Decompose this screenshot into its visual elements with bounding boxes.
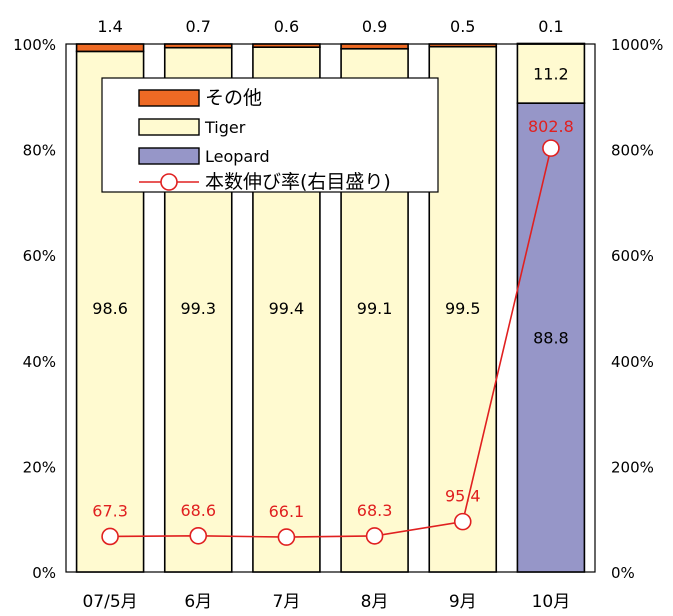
right-tick-label: 800%	[611, 142, 654, 160]
category-label: 8月	[361, 592, 389, 612]
category-label: 9月	[449, 592, 477, 612]
left-tick-label: 20%	[23, 458, 56, 476]
legend-label: その他	[205, 87, 262, 109]
bar-other	[340, 43, 409, 50]
bar-label-tiger: 11.2	[533, 65, 569, 84]
growth-rate-line: 67.3 68.6 66.1 68.3 95.4 802.8	[92, 117, 574, 546]
right-tick-label: 400%	[611, 353, 654, 371]
growth-point	[365, 527, 384, 545]
category-label: 7月	[273, 592, 301, 612]
bar-label-tiger: 99.5	[445, 299, 481, 318]
plot-frame	[65, 43, 596, 573]
bar-label-tiger: 99.4	[269, 299, 305, 318]
right-tick-label: 0%	[611, 564, 635, 582]
left-tick-label: 40%	[23, 353, 56, 371]
legend-label: Leopard	[205, 147, 270, 166]
bar-label-tiger: 99.1	[357, 299, 393, 318]
legend-swatch	[138, 89, 200, 107]
legend-label: Tiger	[204, 118, 246, 137]
legend: その他 Tiger Leopard 本数伸び率(右目盛り)	[101, 77, 439, 193]
top-label-other: 0.5	[450, 17, 475, 36]
top-label-other: 0.1	[538, 17, 563, 36]
top-other-labels: 1.4 0.7 0.6 0.9 0.5 0.1	[97, 17, 563, 36]
top-label-other: 0.7	[186, 17, 211, 36]
right-axis: 0% 200% 400% 600% 800% 1000%	[611, 36, 663, 582]
bar-other	[252, 43, 321, 48]
right-tick-label: 200%	[611, 458, 654, 476]
bar-tiger	[428, 45, 498, 573]
growth-point	[542, 139, 560, 157]
growth-point	[101, 527, 119, 546]
bar-other	[163, 43, 233, 49]
category-label: 07/5月	[82, 592, 137, 612]
left-tick-label: 60%	[23, 247, 56, 265]
growth-label: 802.8	[528, 117, 574, 136]
bar-label-tiger: 99.3	[180, 299, 216, 318]
category-label: 10月	[532, 592, 571, 612]
left-tick-label: 0%	[32, 564, 56, 582]
legend-marker	[160, 173, 178, 191]
legend-swatch	[138, 118, 200, 136]
left-tick-label: 80%	[23, 142, 56, 160]
top-label-other: 0.9	[362, 17, 387, 36]
growth-label: 95.4	[445, 487, 481, 506]
bar-other	[516, 42, 586, 45]
left-tick-label: 100%	[13, 36, 56, 54]
bar-other	[75, 43, 145, 53]
legend-label: 本数伸び率(右目盛り)	[205, 171, 391, 193]
growth-label: 68.6	[180, 501, 216, 520]
top-label-other: 1.4	[97, 17, 122, 36]
top-label-other: 0.6	[274, 17, 299, 36]
growth-point	[277, 528, 296, 546]
growth-line	[110, 147, 552, 538]
growth-label: 66.1	[269, 502, 305, 521]
right-tick-label: 1000%	[611, 36, 663, 54]
growth-point	[189, 526, 208, 545]
bar-leopard	[516, 102, 586, 573]
bar-label-tiger: 98.6	[92, 299, 128, 318]
growth-label: 67.3	[92, 501, 128, 520]
left-axis: 0% 20% 40% 60% 80% 100%	[13, 36, 56, 582]
growth-point	[453, 512, 472, 531]
category-label: 6月	[184, 592, 212, 612]
right-tick-label: 600%	[611, 247, 654, 265]
bar-label-leopard: 88.8	[533, 329, 569, 348]
growth-label: 68.3	[357, 501, 393, 520]
bar-tiger	[516, 43, 586, 104]
bar-other	[428, 43, 498, 48]
legend-swatch	[138, 147, 200, 165]
category-labels: 07/5月 6月 7月 8月 9月 10月	[82, 592, 570, 612]
